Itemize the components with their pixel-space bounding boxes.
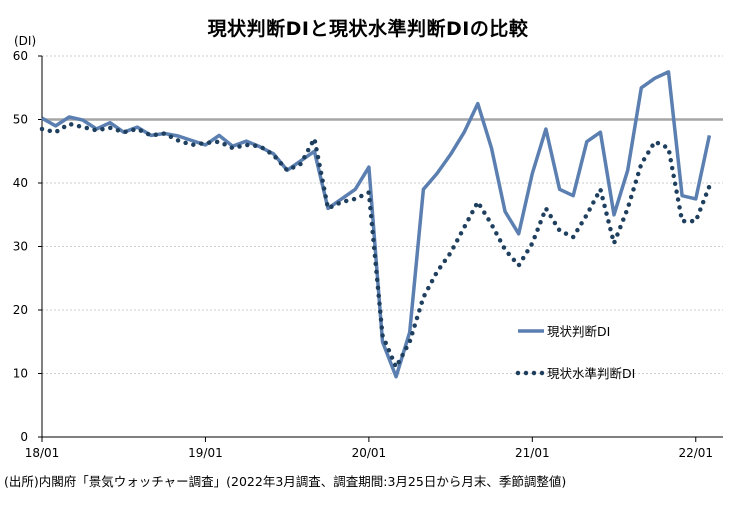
source-note: (出所)内閣府「景気ウォッチャー調査」(2022年3月調査、調査期間:3月25日… [4, 474, 567, 489]
y-tick-label-30: 30 [13, 240, 28, 254]
y-tick-label-50: 50 [13, 113, 28, 127]
x-tick-label-20-01: 20/01 [352, 446, 387, 460]
x-tick-label-18-01: 18/01 [25, 446, 60, 460]
legend-label-2: 現状水準判断DI [547, 366, 635, 381]
y-tick-label-60: 60 [13, 49, 28, 63]
series-layer [39, 70, 712, 379]
x-tick-label-21-01: 21/01 [515, 446, 550, 460]
y-axis-unit-label: (DI) [14, 34, 36, 48]
chart-title: 現状判断DIと現状水準判断DIの比較 [207, 18, 529, 40]
x-tick-label-22-01: 22/01 [678, 446, 713, 460]
y-tick-label-40: 40 [13, 176, 28, 190]
series-line-2 [39, 121, 712, 370]
legend-label-1: 現状判断DI [547, 324, 610, 339]
y-tick-label-10: 10 [13, 367, 28, 381]
x-tick-label-19-01: 19/01 [188, 446, 223, 460]
y-tick-label-20: 20 [13, 303, 28, 317]
legend: 現状判断DI 現状水準判断DI [515, 324, 635, 381]
y-tick-label-0: 0 [20, 430, 28, 444]
axes: 0 10 20 30 40 50 60 18/01 19/01 20/01 21/01 22/01 [13, 49, 723, 460]
